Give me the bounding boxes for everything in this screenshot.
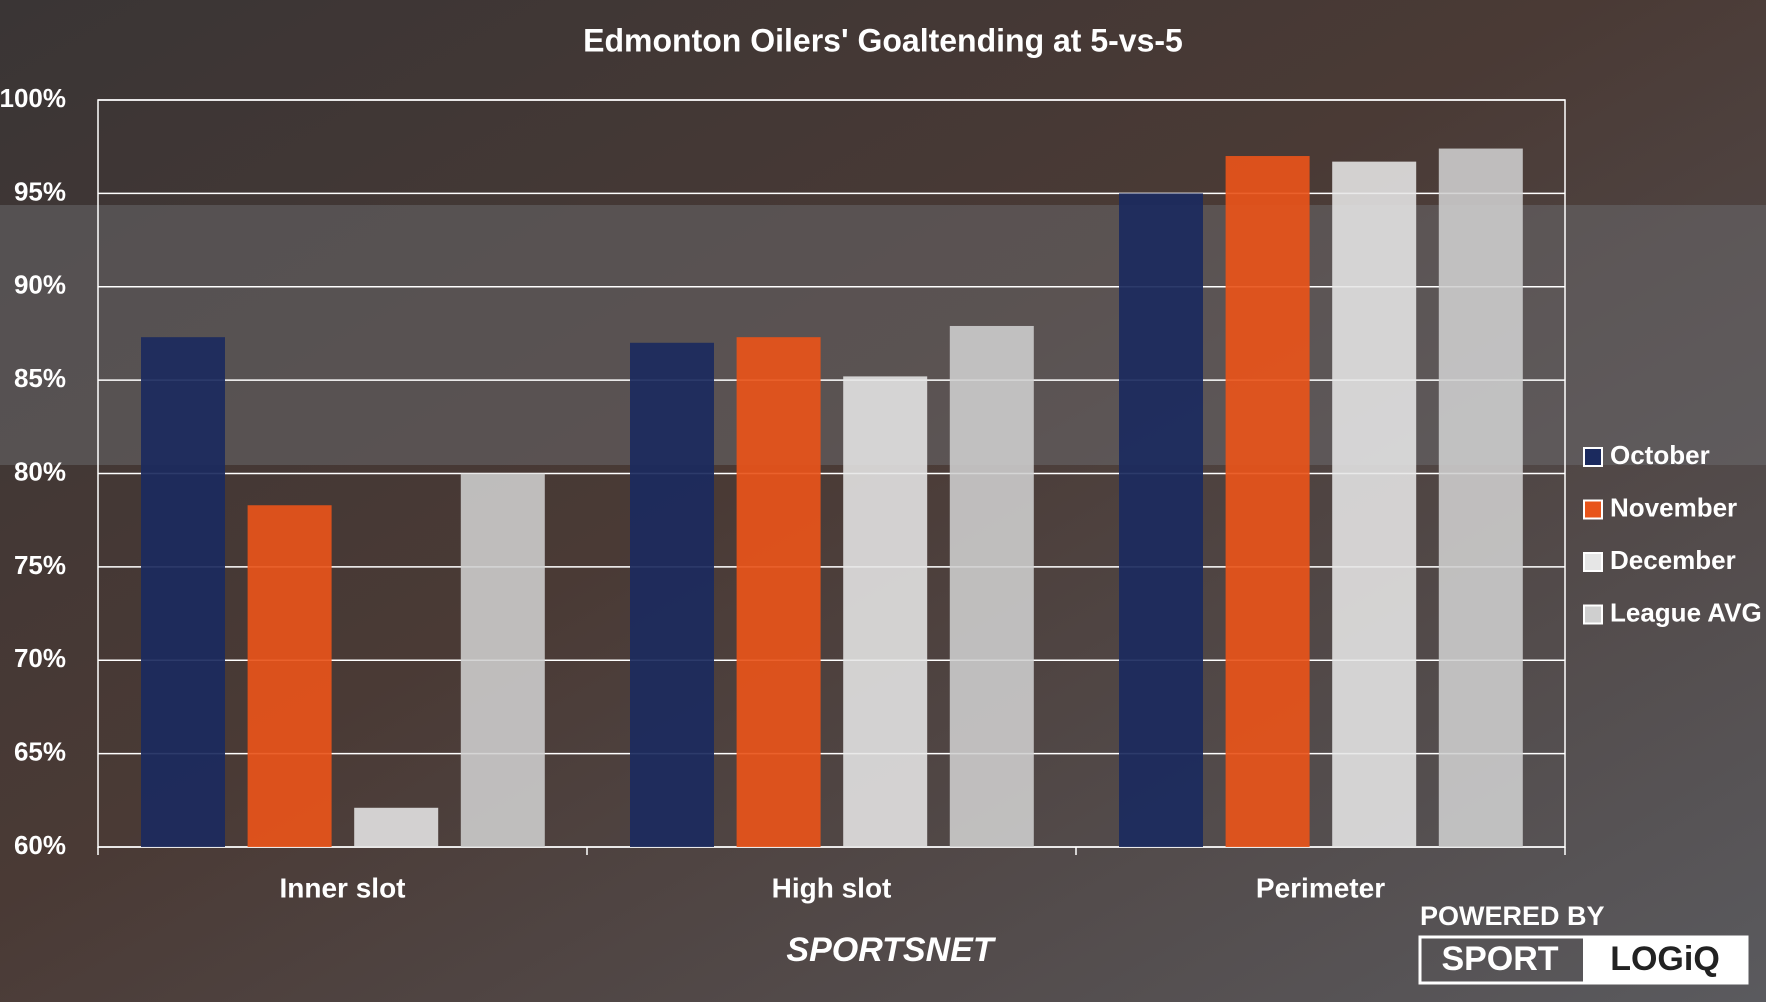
bar xyxy=(949,325,1034,847)
legend-label: October xyxy=(1610,440,1710,470)
plot-border xyxy=(97,99,1566,848)
legend-label: League AVG xyxy=(1610,597,1762,627)
legend-label: November xyxy=(1610,492,1737,522)
bar xyxy=(1332,161,1417,847)
bar xyxy=(630,342,714,847)
logo-sport: SPORT xyxy=(1441,940,1558,978)
logo-logiq: LOGiQ xyxy=(1610,940,1720,978)
x-tick-label: Inner slot xyxy=(279,872,405,903)
bar xyxy=(1225,156,1310,847)
bar xyxy=(460,473,545,847)
y-tick-label: 70% xyxy=(14,643,66,673)
legend-swatch xyxy=(1583,447,1603,467)
powered-by: POWERED BY xyxy=(1420,901,1605,931)
bar xyxy=(843,376,928,847)
legend-label: December xyxy=(1610,545,1736,575)
legend-swatch xyxy=(1583,499,1603,520)
legend-swatch xyxy=(1583,604,1603,625)
y-tick-label: 90% xyxy=(14,270,66,300)
bar xyxy=(1438,148,1523,847)
bar xyxy=(736,337,821,847)
y-tick-label: 65% xyxy=(14,737,66,767)
x-tick-label: Perimeter xyxy=(1256,872,1385,903)
bar xyxy=(247,505,332,847)
x-tick-label: High slot xyxy=(772,872,892,903)
legend-swatch xyxy=(1583,552,1603,572)
y-tick-label: 80% xyxy=(14,456,66,486)
bar xyxy=(1119,193,1203,847)
y-tick-label: 95% xyxy=(14,176,66,206)
y-tick-label: 75% xyxy=(14,550,66,580)
bar xyxy=(141,337,225,847)
y-tick-label: 100% xyxy=(0,83,66,113)
logo-fill xyxy=(1583,937,1747,983)
bar xyxy=(354,807,439,847)
y-tick-label: 60% xyxy=(14,830,66,860)
network-logo: SPORTSNET xyxy=(786,931,996,969)
y-tick-label: 85% xyxy=(14,363,66,393)
chart-title: Edmonton Oilers' Goaltending at 5-vs-5 xyxy=(583,22,1183,58)
